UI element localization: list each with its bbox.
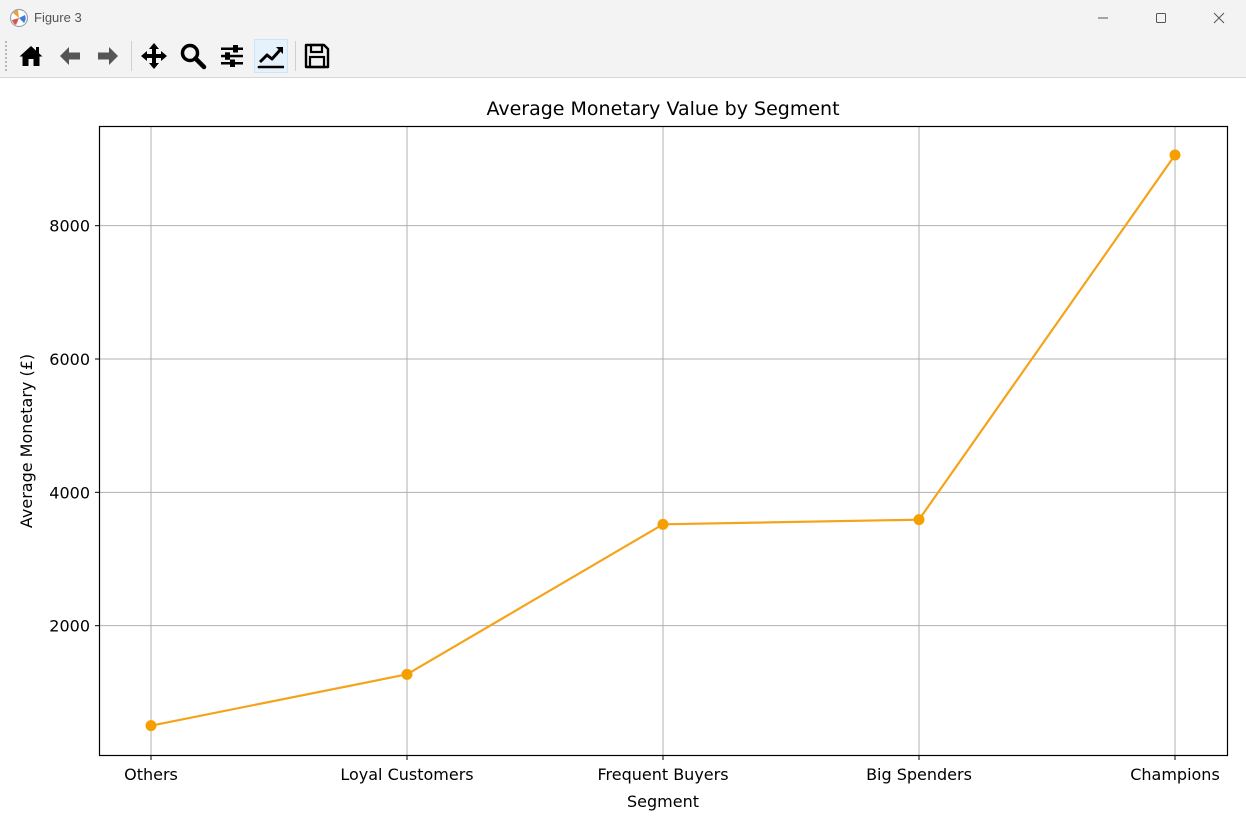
save-icon [304,43,330,69]
y-tick-label: 4000 [49,483,90,502]
x-tick-label: Big Spenders [866,765,972,784]
home-icon [19,46,43,66]
y-tick-label: 8000 [49,217,90,236]
pan-button[interactable] [137,39,171,73]
data-point [401,668,413,680]
line-chart: Average Monetary Value by Segment Others… [17,98,1229,811]
save-button[interactable] [300,39,334,73]
close-icon [1213,12,1225,24]
zoom-icon [180,43,207,70]
navigation-toolbar [0,36,1246,78]
minimize-icon [1098,17,1108,19]
x-tick-label: Frequent Buyers [597,765,728,784]
data-point [145,720,157,732]
data-points [145,149,1181,732]
window-title: Figure 3 [34,10,82,25]
edit-axis-icon [257,47,284,69]
maximize-icon [1156,13,1166,23]
y-axis-label: Average Monetary (£) [17,354,36,528]
back-arrow-icon [60,47,80,65]
close-button[interactable] [1190,0,1246,36]
zoom-button[interactable] [176,39,210,73]
pan-icon [141,43,167,69]
back-button[interactable] [53,39,87,73]
matplotlib-app-icon [9,8,29,28]
x-tick-label: Loyal Customers [340,765,473,784]
window-titlebar: Figure 3 [0,0,1246,36]
y-tick-label: 2000 [49,617,90,636]
grid-lines [100,127,1227,755]
home-button[interactable] [14,39,48,73]
maximize-button[interactable] [1132,0,1190,36]
figure-canvas[interactable]: Average Monetary Value by Segment Others… [0,78,1246,827]
data-point [657,518,669,530]
configure-subplots-icon [221,45,243,67]
minimize-button[interactable] [1074,0,1132,36]
forward-arrow-icon [98,47,118,65]
chart-title: Average Monetary Value by Segment [486,98,839,120]
x-tick-label: Champions [1130,765,1220,784]
x-axis-label: Segment [627,792,699,811]
toolbar-separator [295,41,296,71]
x-tick-label: Others [124,765,178,784]
data-point [913,514,925,526]
configure-subplots-button[interactable] [215,39,249,73]
edit-axis-button[interactable] [254,39,288,73]
axis-ticks: Others Loyal Customers Frequent Buyers Big … [49,217,1220,784]
y-tick-label: 6000 [49,350,90,369]
toolbar-grip[interactable] [5,41,9,71]
toolbar-separator [131,41,132,71]
forward-button[interactable] [91,39,125,73]
data-point [1169,149,1181,161]
